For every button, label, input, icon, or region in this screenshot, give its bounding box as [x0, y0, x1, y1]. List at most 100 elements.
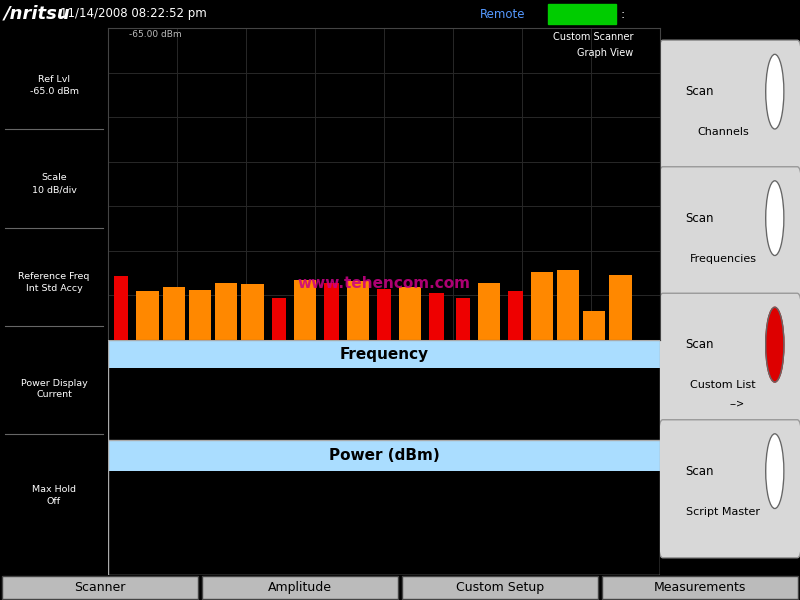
Text: Measurements: Measurements	[654, 581, 746, 594]
FancyBboxPatch shape	[658, 293, 800, 431]
Text: -125.5: -125.5	[460, 521, 496, 532]
Bar	[108, 440, 660, 471]
Bar	[346, 281, 369, 340]
Text: Frequencies: Frequencies	[690, 254, 757, 263]
Text: Scanner: Scanner	[702, 20, 758, 33]
Text: /nritsu: /nritsu	[4, 5, 70, 23]
Bar	[610, 275, 632, 340]
Bar	[456, 298, 470, 340]
Text: 825.180 MHz: 825.180 MHz	[266, 421, 330, 431]
Bar	[136, 292, 158, 340]
Bar	[399, 287, 422, 340]
Text: Power (dBm): Power (dBm)	[329, 448, 439, 463]
Text: -65.00 dBm: -65.00 dBm	[129, 30, 182, 39]
Circle shape	[766, 181, 784, 256]
Bar	[557, 270, 579, 340]
Text: 825.090 MHz: 825.090 MHz	[187, 421, 251, 431]
Text: Scan: Scan	[685, 85, 714, 98]
Bar	[530, 272, 553, 340]
Text: -122.2: -122.2	[517, 553, 553, 562]
Text: 825.450 MHz: 825.450 MHz	[502, 421, 566, 431]
Text: 825.480 MHz: 825.480 MHz	[486, 378, 550, 388]
Circle shape	[766, 434, 784, 509]
Text: 825.240 MHz: 825.240 MHz	[298, 399, 362, 409]
Text: 825.330 MHz: 825.330 MHz	[372, 399, 436, 409]
Text: -124.4: -124.4	[426, 490, 462, 500]
Text: 825.600: 825.600	[605, 399, 645, 409]
Bar	[215, 283, 238, 340]
Bar	[189, 290, 211, 340]
FancyBboxPatch shape	[658, 40, 800, 178]
Text: Custom Scanner: Custom Scanner	[554, 32, 634, 41]
Bar	[202, 576, 398, 599]
Bar	[324, 283, 338, 340]
Text: -122.2: -122.2	[359, 553, 395, 562]
Text: -123.1: -123.1	[202, 553, 237, 562]
FancyBboxPatch shape	[658, 420, 800, 558]
Text: Frequency: Frequency	[339, 346, 429, 361]
Bar	[548, 4, 616, 24]
Text: :: :	[620, 7, 624, 20]
Text: -121.5: -121.5	[313, 521, 349, 532]
Text: -119.8: -119.8	[534, 521, 570, 532]
Text: Custom Setup: Custom Setup	[455, 581, 544, 594]
Bar	[508, 292, 522, 340]
Text: 825.270 MHz: 825.270 MHz	[345, 421, 409, 431]
Text: -124.1: -124.1	[500, 490, 536, 500]
Text: 825.390 MHz: 825.390 MHz	[413, 378, 477, 388]
Text: -->: -->	[730, 398, 745, 409]
Text: 825.510 MHz: 825.510 MHz	[519, 399, 583, 409]
Bar	[272, 298, 286, 340]
Text: -122.2: -122.2	[239, 521, 275, 532]
Bar	[294, 280, 316, 340]
Text: 825.060 MHz: 825.060 MHz	[151, 399, 215, 409]
Text: 825.120 MHz: 825.120 MHz	[192, 378, 256, 388]
Bar	[2, 576, 198, 599]
Bar	[114, 276, 128, 340]
Text: -124.1: -124.1	[166, 521, 202, 532]
Text: Scan: Scan	[685, 464, 714, 478]
Text: 825.210 MHz: 825.210 MHz	[266, 378, 330, 388]
Text: -128.6: -128.6	[574, 490, 610, 500]
Text: Scale
10 dB/div: Scale 10 dB/div	[31, 173, 77, 194]
Bar	[478, 283, 500, 340]
Text: Reference Freq
Int Std Accy: Reference Freq Int Std Accy	[18, 272, 90, 293]
Text: 11/14/2008 08:22:52 pm: 11/14/2008 08:22:52 pm	[60, 7, 206, 20]
Text: Script Master: Script Master	[686, 506, 760, 517]
Text: Scan: Scan	[685, 212, 714, 224]
Text: Power Display
Current: Power Display Current	[21, 379, 87, 400]
Bar	[242, 284, 264, 340]
Text: Scan: Scan	[685, 338, 714, 351]
Text: 825.360 MHz: 825.360 MHz	[424, 421, 488, 431]
Text: Graph View: Graph View	[578, 48, 634, 58]
Text: 825.540 MHz: 825.540 MHz	[582, 421, 646, 431]
Text: 825.030 MHz: 825.030 MHz	[118, 378, 182, 388]
Bar	[377, 289, 391, 340]
Circle shape	[766, 54, 784, 129]
Text: Max Hold
Off: Max Hold Off	[32, 485, 76, 506]
Text: Scanner: Scanner	[74, 581, 126, 594]
Text: -122.5: -122.5	[280, 553, 316, 562]
Text: 825.300 MHz: 825.300 MHz	[339, 378, 403, 388]
Bar	[108, 340, 660, 368]
Circle shape	[766, 307, 784, 382]
Text: 825.420 MHz: 825.420 MHz	[446, 399, 510, 409]
FancyBboxPatch shape	[658, 167, 800, 305]
Text: -123.6: -123.6	[386, 521, 422, 532]
Bar	[602, 576, 798, 599]
Text: -125.5: -125.5	[280, 490, 315, 500]
Text: -121.7: -121.7	[353, 490, 389, 500]
Text: Remote: Remote	[480, 7, 526, 20]
Bar	[583, 311, 606, 340]
Text: -119.3: -119.3	[595, 553, 631, 562]
Text: -120.5: -120.5	[607, 521, 643, 532]
Text: Channels: Channels	[697, 127, 749, 137]
Text: Amplitude: Amplitude	[267, 581, 332, 594]
Text: 825.570 MHz: 825.570 MHz	[560, 378, 624, 388]
Text: -123.7: -123.7	[206, 490, 242, 500]
Bar	[430, 293, 444, 340]
Text: Ref Lvl
-65.0 dBm: Ref Lvl -65.0 dBm	[30, 75, 78, 96]
Bar	[162, 287, 185, 340]
Text: Custom List: Custom List	[690, 380, 756, 390]
Bar	[402, 576, 598, 599]
